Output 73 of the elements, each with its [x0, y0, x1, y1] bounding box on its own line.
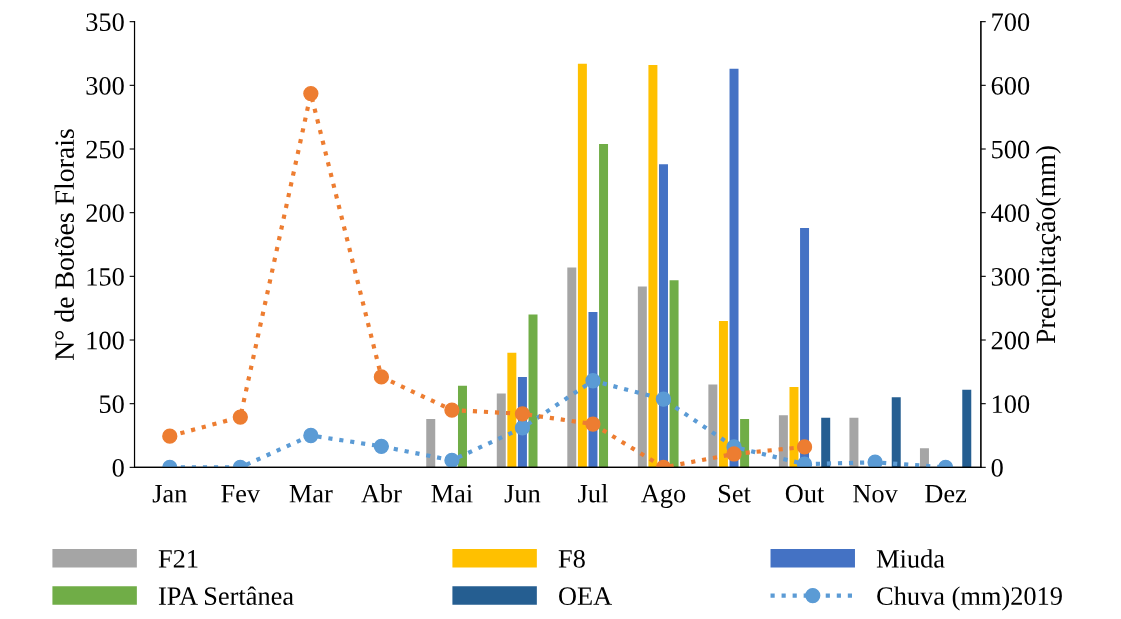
x-tick-label: Dez — [925, 485, 967, 503]
x-tick-label: Jun — [504, 485, 541, 503]
bar — [669, 280, 679, 468]
y-tick-label: 250 — [86, 140, 124, 159]
x-tick-label: Ago — [641, 484, 686, 508]
y2-tick-label: 400 — [991, 204, 1030, 223]
legend-label: F8 — [558, 549, 585, 568]
y-tick-label: 300 — [86, 76, 124, 95]
legend-label: Chuva (mm)2019 — [877, 586, 1062, 611]
bar — [821, 417, 831, 468]
y2-tick-label: 200 — [991, 331, 1030, 350]
x-tick-label: Jul — [578, 484, 608, 503]
bar — [729, 68, 739, 468]
bar — [849, 417, 859, 468]
point — [514, 406, 531, 422]
point — [303, 427, 319, 444]
bar — [637, 286, 647, 468]
point — [303, 85, 319, 102]
point — [867, 454, 883, 468]
point — [373, 369, 390, 385]
y2-tick-label: 100 — [992, 395, 1030, 414]
y-tick-label: 50 — [99, 395, 124, 414]
bar — [708, 384, 718, 468]
bar — [496, 393, 506, 468]
bar — [599, 143, 609, 468]
bar — [778, 415, 788, 468]
y-tick-label: 0 — [112, 458, 124, 477]
x-tick-label: Nov — [853, 485, 898, 503]
y-tick-label: 150 — [87, 267, 124, 286]
x-tick-label: Mar — [289, 485, 333, 503]
y2-tick-label: 300 — [991, 267, 1030, 286]
bar — [567, 267, 577, 468]
x-tick-label: Set — [718, 484, 751, 503]
point — [373, 438, 390, 454]
legend-label: F21 — [158, 550, 198, 568]
x-tick-label: Abr — [361, 484, 402, 503]
x-tick-label: Mai — [431, 484, 473, 503]
x-tick-label: Jan — [152, 485, 187, 503]
y-tick-label: 200 — [86, 204, 124, 223]
legend-label: Miuda — [876, 549, 945, 568]
y2-tick-label: 600 — [991, 76, 1030, 95]
bar — [577, 63, 587, 468]
bar — [457, 385, 467, 468]
legend-label: IPA Sertânea — [158, 586, 294, 606]
point — [444, 402, 460, 418]
y-tick-label: 100 — [87, 331, 124, 350]
point — [232, 409, 248, 425]
y2-axis-title: Precipitação(mm) — [1035, 146, 1061, 344]
point — [585, 416, 601, 432]
legend-label: OEA — [559, 587, 612, 606]
bar — [718, 320, 728, 468]
x-tick-label: Out — [785, 484, 825, 503]
y-axis-title: N° de Botões Florais — [54, 129, 75, 360]
point — [514, 420, 531, 436]
bar — [789, 387, 799, 468]
bar — [507, 352, 517, 468]
y-tick-label: 350 — [86, 13, 124, 32]
bar — [962, 389, 972, 468]
bar — [426, 418, 436, 468]
x-tick-label: Fev — [221, 485, 261, 503]
bar — [528, 314, 538, 468]
y2-tick-label: 500 — [992, 140, 1030, 159]
bar — [648, 64, 658, 468]
bar — [919, 448, 929, 468]
bar — [891, 397, 901, 468]
point — [162, 428, 178, 444]
point — [655, 391, 672, 407]
point — [726, 446, 742, 462]
y2-tick-label: 700 — [992, 13, 1030, 32]
point — [585, 373, 601, 389]
point — [444, 452, 460, 468]
point — [796, 439, 813, 455]
y2-tick-label: 0 — [991, 458, 1003, 477]
